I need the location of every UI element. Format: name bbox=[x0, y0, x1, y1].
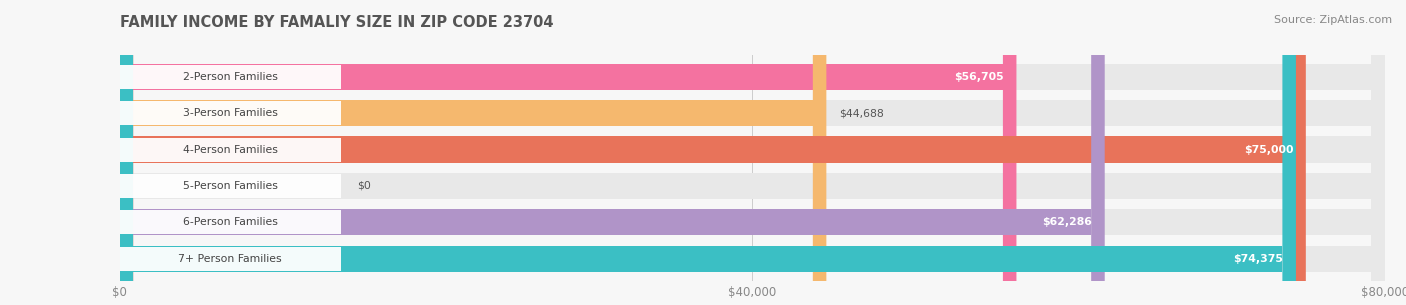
Bar bbox=[120, 101, 340, 125]
Wedge shape bbox=[120, 0, 134, 305]
Bar bbox=[120, 174, 340, 198]
Text: $74,375: $74,375 bbox=[1233, 254, 1284, 264]
Bar bbox=[134, 246, 1282, 272]
Wedge shape bbox=[1371, 0, 1385, 305]
Wedge shape bbox=[120, 0, 134, 305]
Bar bbox=[134, 64, 1371, 90]
Bar bbox=[134, 173, 1371, 199]
Bar bbox=[120, 210, 340, 234]
Wedge shape bbox=[120, 0, 134, 305]
Wedge shape bbox=[1091, 0, 1105, 305]
Text: $0: $0 bbox=[357, 181, 371, 191]
Bar bbox=[120, 65, 340, 89]
Wedge shape bbox=[1371, 0, 1385, 305]
Wedge shape bbox=[120, 0, 134, 305]
Wedge shape bbox=[1371, 0, 1385, 305]
Text: Source: ZipAtlas.com: Source: ZipAtlas.com bbox=[1274, 15, 1392, 25]
Wedge shape bbox=[1292, 0, 1306, 305]
Bar bbox=[134, 209, 1091, 235]
Text: $44,688: $44,688 bbox=[839, 108, 884, 118]
Wedge shape bbox=[120, 0, 134, 305]
Text: 6-Person Families: 6-Person Families bbox=[183, 217, 277, 227]
Wedge shape bbox=[120, 0, 134, 305]
Text: FAMILY INCOME BY FAMALIY SIZE IN ZIP CODE 23704: FAMILY INCOME BY FAMALIY SIZE IN ZIP COD… bbox=[120, 15, 553, 30]
Text: $56,705: $56,705 bbox=[955, 72, 1004, 82]
Text: 5-Person Families: 5-Person Families bbox=[183, 181, 277, 191]
Wedge shape bbox=[120, 0, 134, 305]
Wedge shape bbox=[1371, 0, 1385, 305]
Wedge shape bbox=[120, 0, 134, 305]
Bar bbox=[134, 136, 1292, 163]
Wedge shape bbox=[120, 0, 134, 305]
Bar bbox=[134, 64, 1002, 90]
Text: 2-Person Families: 2-Person Families bbox=[183, 72, 277, 82]
Text: 7+ Person Families: 7+ Person Families bbox=[179, 254, 283, 264]
Wedge shape bbox=[1002, 0, 1017, 305]
Bar bbox=[134, 136, 1371, 163]
Bar bbox=[134, 209, 1371, 235]
Text: $62,286: $62,286 bbox=[1042, 217, 1092, 227]
Wedge shape bbox=[1371, 0, 1385, 305]
Wedge shape bbox=[120, 0, 134, 305]
Bar bbox=[120, 247, 340, 271]
Bar bbox=[134, 100, 1371, 126]
Wedge shape bbox=[813, 0, 827, 305]
Bar bbox=[134, 100, 813, 126]
Wedge shape bbox=[120, 0, 134, 305]
Bar bbox=[120, 138, 340, 162]
Wedge shape bbox=[1371, 0, 1385, 305]
Wedge shape bbox=[1282, 0, 1296, 305]
Bar bbox=[134, 246, 1371, 272]
Text: 3-Person Families: 3-Person Families bbox=[183, 108, 277, 118]
Text: 4-Person Families: 4-Person Families bbox=[183, 145, 277, 155]
Text: $75,000: $75,000 bbox=[1244, 145, 1294, 155]
